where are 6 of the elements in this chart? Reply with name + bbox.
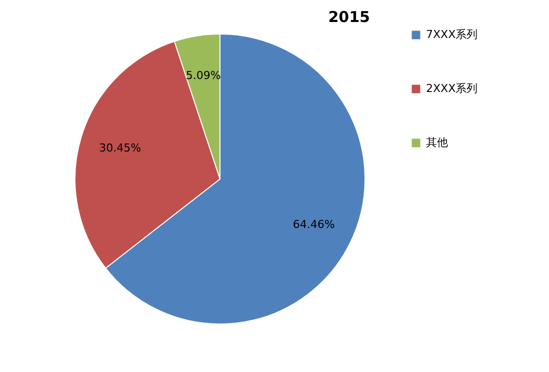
legend-label: 其他 (426, 136, 448, 149)
legend-label: 2XXX系列 (426, 82, 478, 95)
data-label: 30.45% (99, 142, 142, 155)
chart-title: 2015 (328, 8, 370, 26)
legend-label: 7XXX系列 (426, 28, 478, 41)
data-label: 64.46% (292, 218, 335, 231)
